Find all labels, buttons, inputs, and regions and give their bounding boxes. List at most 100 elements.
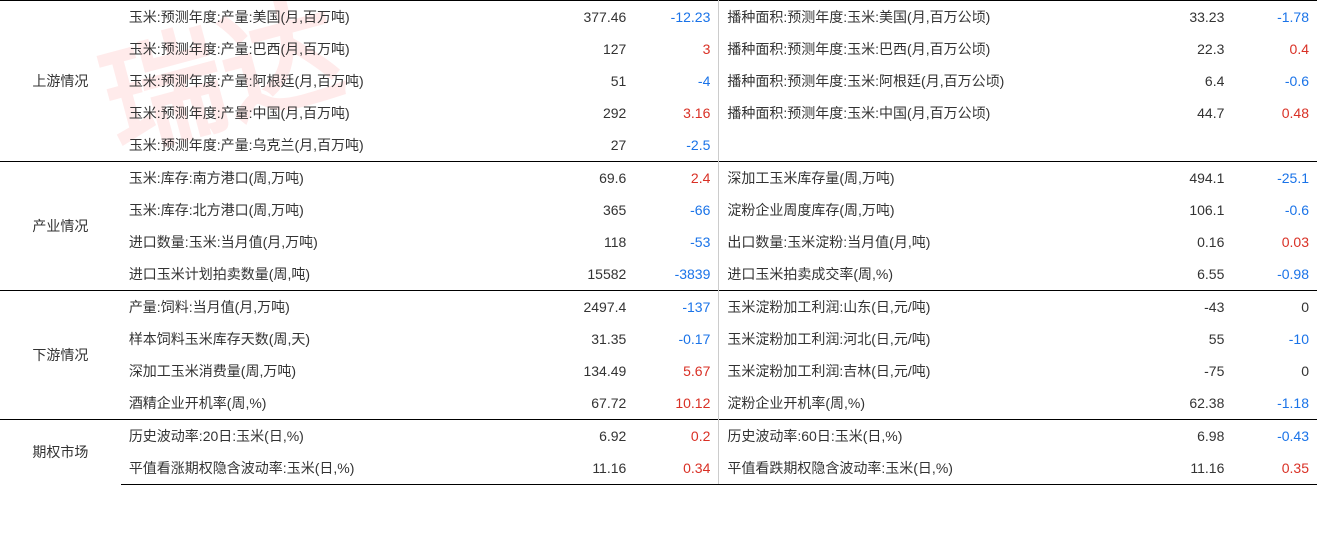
metric-label-left: 进口玉米计划拍卖数量(周,吨) (121, 258, 520, 291)
metric-change-right: 0 (1232, 291, 1317, 324)
metric-value-left: 11.16 (520, 452, 635, 485)
metric-label-left: 样本饲料玉米库存天数(周,天) (121, 323, 520, 355)
metric-label-right: 播种面积:预测年度:玉米:巴西(月,百万公顷) (719, 33, 1118, 65)
metric-label-right: 出口数量:玉米淀粉:当月值(月,吨) (719, 226, 1118, 258)
metric-change-left: -12.23 (634, 1, 719, 34)
metric-value-right: 106.1 (1118, 194, 1233, 226)
metric-label-left: 进口数量:玉米:当月值(月,万吨) (121, 226, 520, 258)
metric-change-left: 3 (634, 33, 719, 65)
table-row: 平值看涨期权隐含波动率:玉米(日,%)11.160.34平值看跌期权隐含波动率:… (0, 452, 1317, 485)
metric-value-right: -75 (1118, 355, 1233, 387)
metric-change-right: 0 (1232, 355, 1317, 387)
metric-change-left: 0.2 (634, 420, 719, 453)
metric-label-left: 玉米:预测年度:产量:巴西(月,百万吨) (121, 33, 520, 65)
metric-change-right: 0.03 (1232, 226, 1317, 258)
metric-label-left: 酒精企业开机率(周,%) (121, 387, 520, 420)
metric-label-left: 产量:饲料:当月值(月,万吨) (121, 291, 520, 324)
metric-value-right: 6.4 (1118, 65, 1233, 97)
metric-label-right: 深加工玉米库存量(周,万吨) (719, 162, 1118, 195)
metric-change-right: -0.43 (1232, 420, 1317, 453)
metric-value-right: 494.1 (1118, 162, 1233, 195)
metric-label-left: 玉米:库存:北方港口(周,万吨) (121, 194, 520, 226)
metric-change-right (1232, 129, 1317, 162)
metric-label-right: 进口玉米拍卖成交率(周,%) (719, 258, 1118, 291)
metric-value-right: 22.3 (1118, 33, 1233, 65)
metric-value-right: -43 (1118, 291, 1233, 324)
metric-value-left: 69.6 (520, 162, 635, 195)
metric-value-left: 118 (520, 226, 635, 258)
metric-value-left: 31.35 (520, 323, 635, 355)
metric-label-left: 历史波动率:20日:玉米(日,%) (121, 420, 520, 453)
metric-change-left: -66 (634, 194, 719, 226)
metric-value-left: 365 (520, 194, 635, 226)
metric-label-right: 播种面积:预测年度:玉米:中国(月,百万公顷) (719, 97, 1118, 129)
table-row: 玉米:预测年度:产量:乌克兰(月,百万吨)27-2.5 (0, 129, 1317, 162)
metric-value-left: 292 (520, 97, 635, 129)
metric-label-left: 玉米:预测年度:产量:乌克兰(月,百万吨) (121, 129, 520, 162)
data-table-container: 上游情况玉米:预测年度:产量:美国(月,百万吨)377.46-12.23播种面积… (0, 0, 1317, 485)
metric-change-right: -0.6 (1232, 194, 1317, 226)
metric-label-right: 播种面积:预测年度:玉米:美国(月,百万公顷) (719, 1, 1118, 34)
metric-change-left: -137 (634, 291, 719, 324)
table-row: 下游情况产量:饲料:当月值(月,万吨)2497.4-137玉米淀粉加工利润:山东… (0, 291, 1317, 324)
metric-change-right: 0.4 (1232, 33, 1317, 65)
metric-value-right: 6.98 (1118, 420, 1233, 453)
metric-label-right: 历史波动率:60日:玉米(日,%) (719, 420, 1118, 453)
metric-label-left: 玉米:预测年度:产量:阿根廷(月,百万吨) (121, 65, 520, 97)
metric-label-right: 播种面积:预测年度:玉米:阿根廷(月,百万公顷) (719, 65, 1118, 97)
metric-value-left: 2497.4 (520, 291, 635, 324)
metric-change-right: -25.1 (1232, 162, 1317, 195)
table-row: 进口数量:玉米:当月值(月,万吨)118-53出口数量:玉米淀粉:当月值(月,吨… (0, 226, 1317, 258)
metric-value-right: 44.7 (1118, 97, 1233, 129)
metric-value-left: 127 (520, 33, 635, 65)
table-row: 进口玉米计划拍卖数量(周,吨)15582-3839进口玉米拍卖成交率(周,%)6… (0, 258, 1317, 291)
table-row: 酒精企业开机率(周,%)67.7210.12淀粉企业开机率(周,%)62.38-… (0, 387, 1317, 420)
table-row: 玉米:库存:北方港口(周,万吨)365-66淀粉企业周度库存(周,万吨)106.… (0, 194, 1317, 226)
table-row: 产业情况玉米:库存:南方港口(周,万吨)69.62.4深加工玉米库存量(周,万吨… (0, 162, 1317, 195)
table-row: 玉米:预测年度:产量:巴西(月,百万吨)1273播种面积:预测年度:玉米:巴西(… (0, 33, 1317, 65)
metric-change-right: -1.18 (1232, 387, 1317, 420)
metric-label-left: 玉米:库存:南方港口(周,万吨) (121, 162, 520, 195)
metric-change-left: 10.12 (634, 387, 719, 420)
metric-change-left: 2.4 (634, 162, 719, 195)
table-row: 玉米:预测年度:产量:中国(月,百万吨)2923.16播种面积:预测年度:玉米:… (0, 97, 1317, 129)
metric-change-right: -10 (1232, 323, 1317, 355)
metric-change-right: -1.78 (1232, 1, 1317, 34)
metric-change-right: 0.48 (1232, 97, 1317, 129)
metric-value-right: 55 (1118, 323, 1233, 355)
metric-value-right: 62.38 (1118, 387, 1233, 420)
metric-label-right: 玉米淀粉加工利润:吉林(日,元/吨) (719, 355, 1118, 387)
metric-value-right: 6.55 (1118, 258, 1233, 291)
metric-value-left: 6.92 (520, 420, 635, 453)
metric-label-right: 平值看跌期权隐含波动率:玉米(日,%) (719, 452, 1118, 485)
metric-label-right (719, 129, 1118, 162)
metric-value-left: 15582 (520, 258, 635, 291)
metric-change-left: -0.17 (634, 323, 719, 355)
table-row: 期权市场历史波动率:20日:玉米(日,%)6.920.2历史波动率:60日:玉米… (0, 420, 1317, 453)
metric-value-left: 51 (520, 65, 635, 97)
metric-label-right: 玉米淀粉加工利润:河北(日,元/吨) (719, 323, 1118, 355)
metric-value-left: 27 (520, 129, 635, 162)
metric-change-left: 0.34 (634, 452, 719, 485)
table-row: 上游情况玉米:预测年度:产量:美国(月,百万吨)377.46-12.23播种面积… (0, 1, 1317, 34)
metric-value-right: 11.16 (1118, 452, 1233, 485)
metric-value-left: 134.49 (520, 355, 635, 387)
table-row: 深加工玉米消费量(周,万吨)134.495.67玉米淀粉加工利润:吉林(日,元/… (0, 355, 1317, 387)
data-table: 上游情况玉米:预测年度:产量:美国(月,百万吨)377.46-12.23播种面积… (0, 0, 1317, 485)
metric-label-left: 玉米:预测年度:产量:美国(月,百万吨) (121, 1, 520, 34)
category-cell: 下游情况 (0, 291, 121, 420)
metric-label-left: 深加工玉米消费量(周,万吨) (121, 355, 520, 387)
metric-change-left: 5.67 (634, 355, 719, 387)
metric-label-left: 玉米:预测年度:产量:中国(月,百万吨) (121, 97, 520, 129)
metric-label-right: 淀粉企业开机率(周,%) (719, 387, 1118, 420)
category-cell: 产业情况 (0, 162, 121, 291)
category-cell: 上游情况 (0, 1, 121, 162)
metric-change-left: -4 (634, 65, 719, 97)
metric-change-left: 3.16 (634, 97, 719, 129)
metric-change-right: 0.35 (1232, 452, 1317, 485)
table-row: 样本饲料玉米库存天数(周,天)31.35-0.17玉米淀粉加工利润:河北(日,元… (0, 323, 1317, 355)
metric-value-right: 33.23 (1118, 1, 1233, 34)
metric-change-right: -0.6 (1232, 65, 1317, 97)
category-cell: 期权市场 (0, 420, 121, 485)
metric-label-right: 淀粉企业周度库存(周,万吨) (719, 194, 1118, 226)
